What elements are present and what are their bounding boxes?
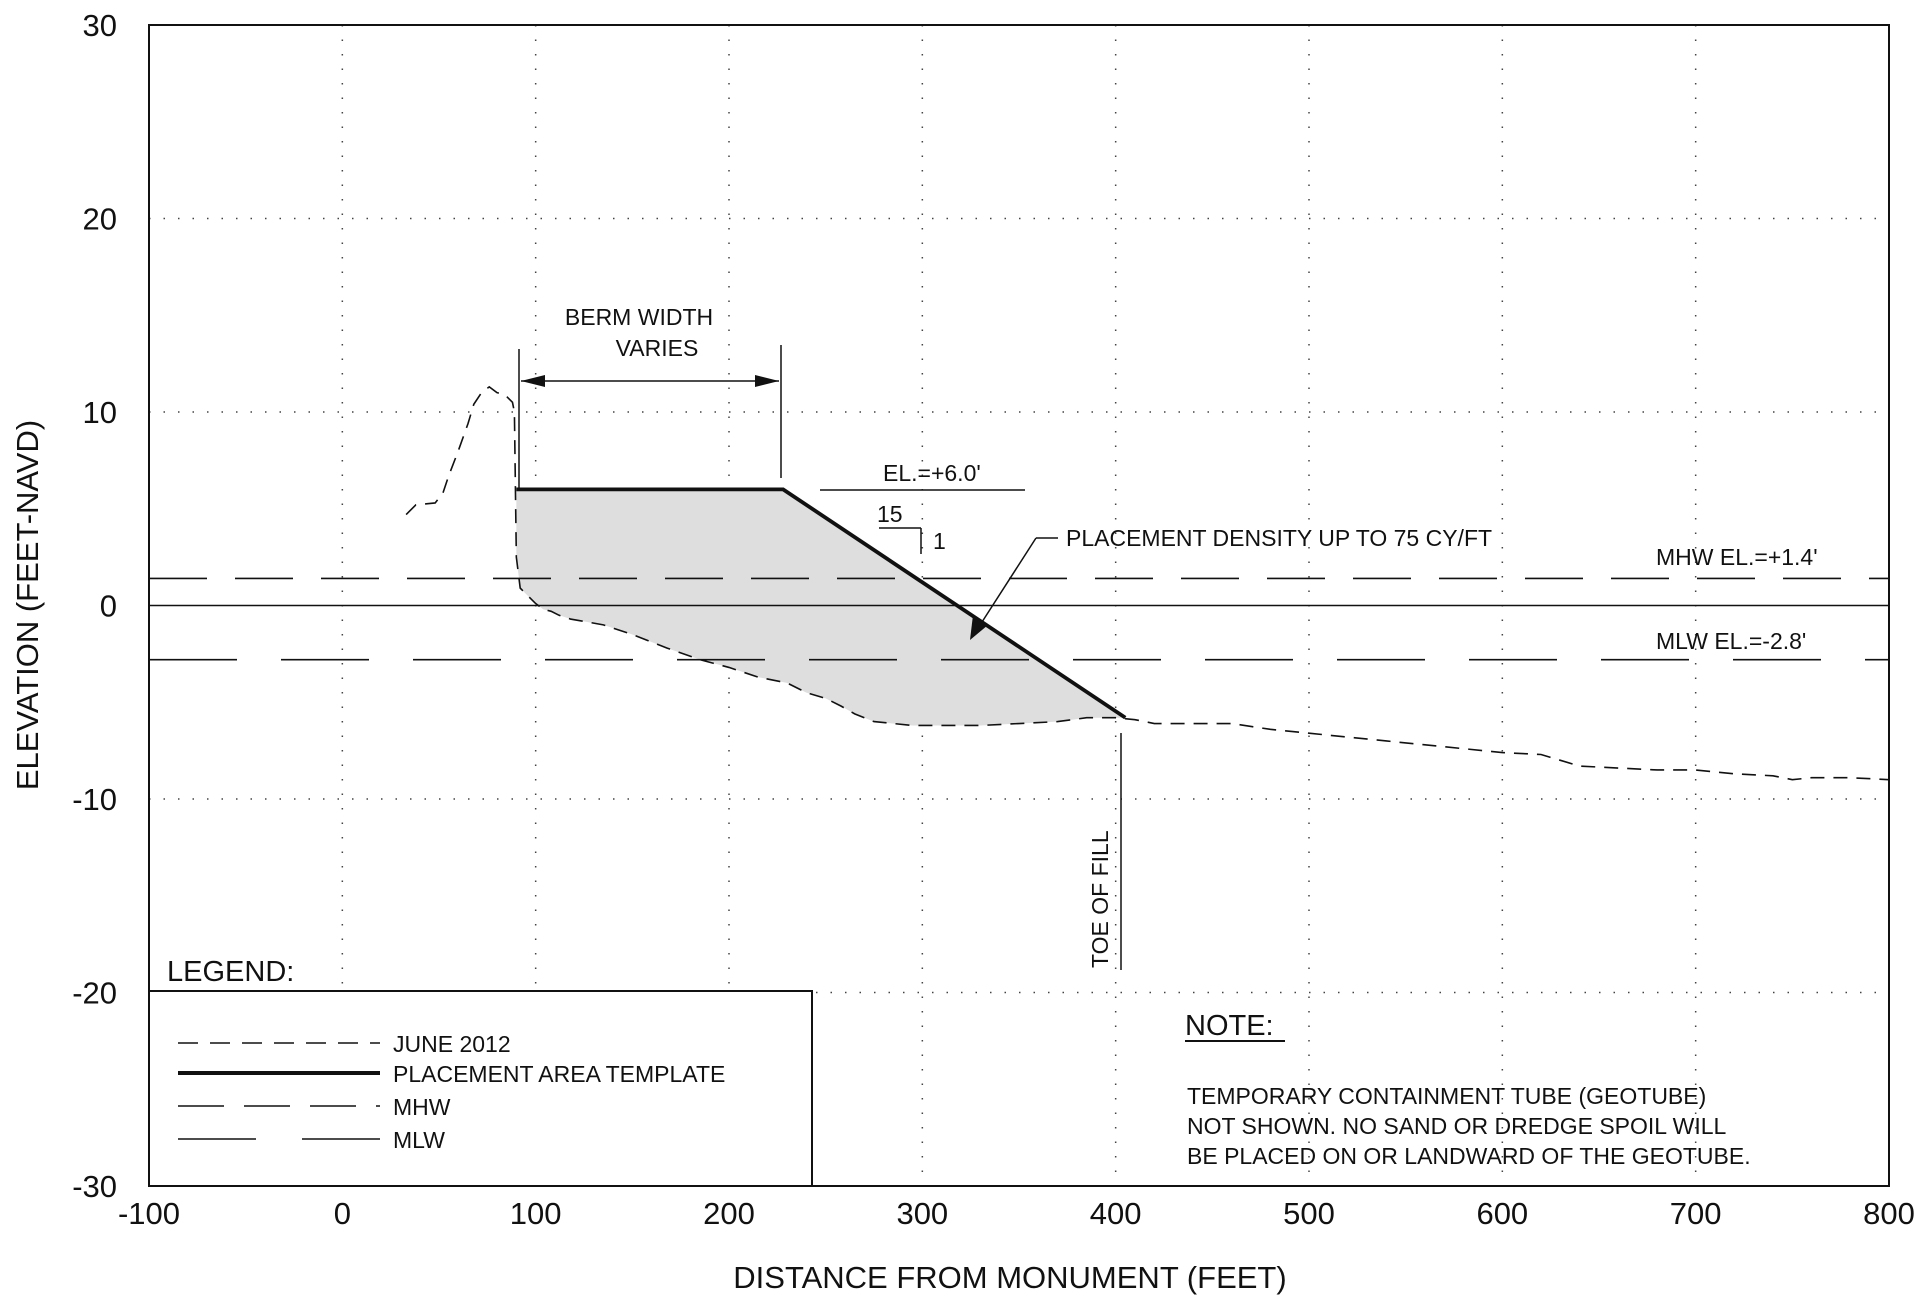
legend-box [148,990,813,1187]
note-line-1: TEMPORARY CONTAINMENT TUBE (GEOTUBE) [1187,1083,1706,1109]
x-tick-label: 800 [1863,1196,1915,1231]
x-axis-title: DISTANCE FROM MONUMENT (FEET) [733,1260,1286,1295]
legend: LEGEND: JUNE 2012 PLACEMENT AREA TEMPLAT… [148,956,813,1187]
elevation-label: EL.=+6.0' [883,460,981,486]
x-tick-label: 0 [334,1196,351,1231]
y-axis-title: ELEVATION (FEET-NAVD) [10,420,45,790]
y-tick-label: 30 [83,8,117,43]
slope-rise-label: 1 [933,528,946,554]
note-title: NOTE: [1185,1010,1274,1042]
berm-arrow-head-right [755,375,779,387]
y-tick-label: 0 [100,589,117,624]
note: NOTE: TEMPORARY CONTAINMENT TUBE (GEOTUB… [1185,1010,1751,1169]
y-tick-label: 20 [83,202,117,237]
june-2012-profile-line [405,385,1890,781]
toe-of-fill-label: TOE OF FILL [1087,830,1113,968]
placement-template-line [516,487,1127,720]
x-tick-label: 200 [703,1196,755,1231]
legend-label-template: PLACEMENT AREA TEMPLATE [393,1061,725,1087]
x-tick-label: 400 [1090,1196,1142,1231]
y-tick-label: 10 [83,395,117,430]
x-tick-label: 300 [896,1196,948,1231]
fill-layer [516,489,1126,726]
berm-width-label-line1: BERM WIDTH [565,304,713,330]
y-tick-label: -10 [72,782,117,817]
x-tick-label: 500 [1283,1196,1335,1231]
annotations: BERM WIDTH VARIES EL.=+6.0' 15 1 PLACEME… [518,304,1818,970]
ticks-layer: -100 0 100 200 300 400 500 600 700 8003020100-10-… [72,8,1915,1231]
slope-run-label: 15 [877,501,903,527]
plot-frame [148,24,1890,1187]
density-arrow-head [970,615,988,640]
berm-width-label-line2: VARIES [616,335,699,361]
x-tick-label: 100 [510,1196,562,1231]
y-tick-label: -20 [72,976,117,1011]
y-tick-label: -30 [72,1169,117,1204]
legend-label-mhw: MHW [393,1094,451,1120]
lines-layer [149,385,1890,781]
legend-label-mlw: MLW [393,1127,445,1153]
x-tick-label: 700 [1670,1196,1722,1231]
mlw-label: MLW EL.=-2.8' [1656,628,1806,654]
placement-area-fill [516,489,1126,726]
density-leader [981,537,1037,623]
density-label: PLACEMENT DENSITY UP TO 75 CY/FT [1066,525,1492,551]
note-line-2: NOT SHOWN. NO SAND OR DREDGE SPOIL WILL [1187,1113,1727,1139]
note-line-3: BE PLACED ON OR LANDWARD OF THE GEOTUBE. [1187,1143,1751,1169]
legend-title: LEGEND: [167,956,294,988]
x-tick-label: -100 [118,1196,180,1231]
berm-arrow-head-left [521,375,545,387]
legend-label-june-2012: JUNE 2012 [393,1031,511,1057]
x-tick-label: 600 [1476,1196,1528,1231]
mhw-label: MHW EL.=+1.4' [1656,544,1818,570]
